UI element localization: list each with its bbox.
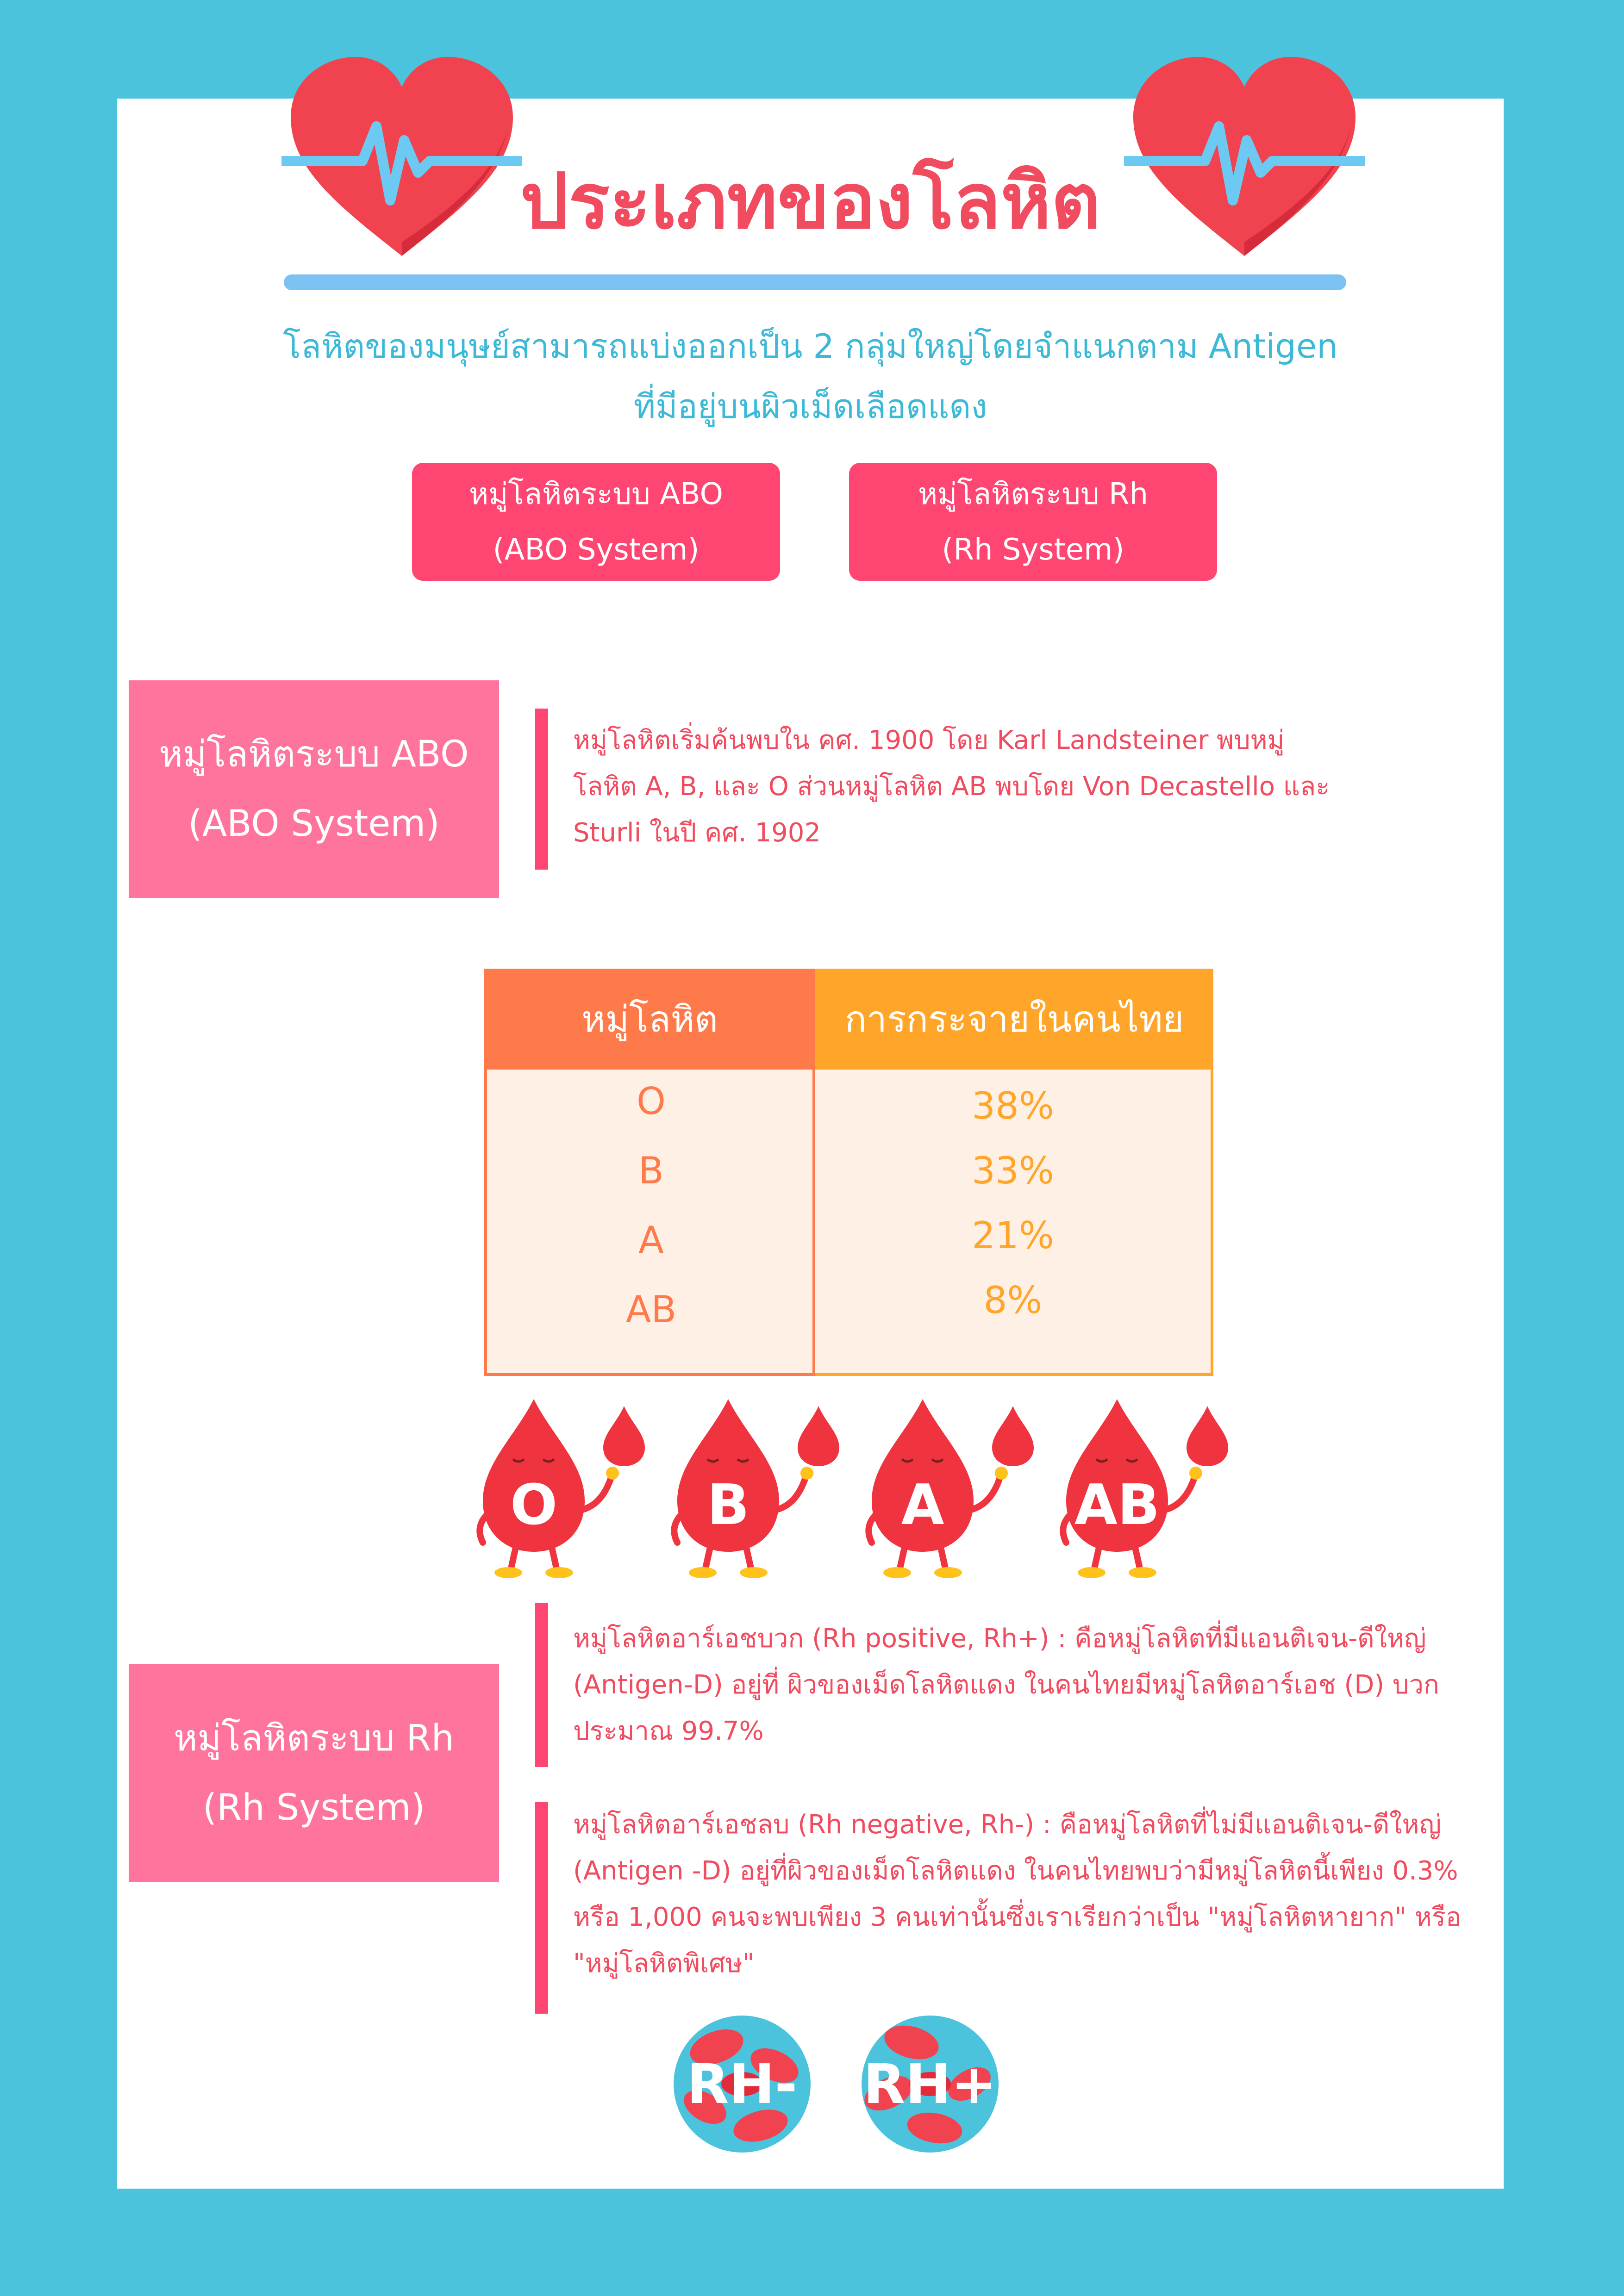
blood-drop-ab: AB	[1048, 1394, 1237, 1580]
rh-positive-description: หมู่โลหิตอาร์เอชบวก (Rh positive, Rh+) :…	[573, 1616, 1499, 1755]
abo-text-line-1: หมู่โลหิตเริ่มค้นพบใน คศ. 1900 โดย Karl …	[573, 725, 1285, 755]
table-column-percent: 38% 33% 21% 8%	[815, 1070, 1213, 1376]
table-cell-group: B	[638, 1149, 664, 1192]
abo-description: หมู่โลหิตเริ่มค้นพบใน คศ. 1900 โดย Karl …	[573, 717, 1453, 856]
blood-drop-a: A	[853, 1394, 1043, 1580]
rh-neg-line-3: หรือ 1,000 คนจะพบเพียง 3 คนเท่านั้นซึ่งเ…	[573, 1902, 1462, 1932]
table-cell-percent: 8%	[983, 1279, 1043, 1322]
blood-drop-label: O	[510, 1473, 557, 1537]
table-cell-group: O	[637, 1080, 666, 1123]
rh-negative-badge: RH-	[673, 2015, 812, 2153]
rh-neg-line-4: "หมู่โลหิตพิเศษ"	[573, 1948, 755, 1979]
abo-pill-line-1: หมู่โลหิตระบบ ABO	[469, 477, 723, 511]
table-header-distribution: การกระจายในคนไทย	[815, 969, 1213, 1070]
blood-drop-label: A	[901, 1473, 944, 1537]
rh-negative-accent-bar	[535, 1802, 548, 2014]
blood-drop-icon	[865, 1399, 1034, 1578]
subtitle-line-2: ที่มีอยู่บนผิวเม็ดเลือดแดง	[633, 387, 987, 426]
abo-system-pill: หมู่โลหิตระบบ ABO (ABO System)	[412, 463, 780, 581]
red-cells-icon	[862, 2016, 999, 2153]
blood-drop-o: O	[464, 1394, 654, 1580]
heart-pulse-icon-left	[281, 57, 522, 256]
page-title: ประเภทของโลหิต	[520, 157, 1101, 246]
rh-positive-accent-bar	[535, 1603, 548, 1767]
abo-section-label: หมู่โลหิตระบบ ABO (ABO System)	[129, 680, 499, 898]
abo-pill-line-2: (ABO System)	[493, 532, 700, 567]
rh-pos-line-3: ประมาณ 99.7%	[573, 1716, 764, 1746]
infographic-card: ประเภทของโลหิต โลหิตของมนุษย์สามารถแบ่งอ…	[117, 57, 1504, 2189]
rh-pill-line-2: (Rh System)	[942, 532, 1124, 567]
subtitle: โลหิตของมนุษย์สามารถแบ่งออกเป็น 2 กลุ่มใ…	[233, 316, 1388, 436]
blood-drop-icon	[1060, 1399, 1228, 1578]
blood-drop-label: B	[707, 1473, 750, 1537]
blood-drop-icon	[476, 1399, 645, 1578]
blood-drop-b: B	[659, 1394, 849, 1580]
rh-section-label: หมู่โลหิตระบบ Rh (Rh System)	[129, 1664, 499, 1882]
abo-text-accent-bar	[535, 709, 548, 870]
rh-positive-label: RH+	[863, 2052, 997, 2116]
title-divider	[284, 274, 1346, 290]
rh-section-label-line-1: หมู่โลหิตระบบ Rh	[174, 1717, 454, 1759]
abo-text-line-3: Sturli ในปี คศ. 1902	[573, 818, 821, 848]
table-column-groups: O B A AB	[484, 1070, 818, 1376]
table-cell-percent: 21%	[972, 1214, 1054, 1257]
blood-drop-icon	[671, 1399, 839, 1578]
table-cell-percent: 33%	[972, 1149, 1054, 1192]
rh-positive-badge: RH+	[861, 2015, 999, 2153]
rh-pos-line-2: (Antigen-D) อยู่ที่ ผิวของเม็ดโลหิตแดง ใ…	[573, 1670, 1439, 1700]
table-cell-group: AB	[625, 1288, 677, 1331]
table-header-group: หมู่โลหิต	[484, 969, 815, 1070]
red-cells-icon	[674, 2016, 811, 2153]
blood-group-distribution-table: หมู่โลหิต การกระจายในคนไทย O B A AB 38% …	[484, 969, 1213, 1376]
rh-neg-line-1: หมู่โลหิตอาร์เอชลบ (Rh negative, Rh-) : …	[573, 1810, 1442, 1840]
abo-section-label-line-1: หมู่โลหิตระบบ ABO	[159, 734, 469, 775]
subtitle-line-1: โลหิตของมนุษย์สามารถแบ่งออกเป็น 2 กลุ่มใ…	[283, 327, 1338, 366]
rh-system-pill: หมู่โลหิตระบบ Rh (Rh System)	[849, 463, 1217, 581]
table-column-divider	[812, 1070, 815, 1376]
heart-pulse-icon-right	[1124, 57, 1365, 256]
rh-neg-line-2: (Antigen -D) อยู่ที่ผิวของเม็ดโลหิตแดง ใ…	[573, 1856, 1458, 1886]
table-cell-group: A	[638, 1219, 664, 1262]
rh-negative-label: RH-	[687, 2052, 798, 2116]
rh-negative-description: หมู่โลหิตอาร์เอชลบ (Rh negative, Rh-) : …	[573, 1802, 1499, 1987]
abo-section-label-line-2: (ABO System)	[188, 803, 440, 845]
rh-section-label-line-2: (Rh System)	[202, 1787, 425, 1829]
rh-pos-line-1: หมู่โลหิตอาร์เอชบวก (Rh positive, Rh+) :…	[573, 1624, 1426, 1654]
table-cell-percent: 38%	[972, 1084, 1054, 1127]
rh-pill-line-1: หมู่โลหิตระบบ Rh	[918, 477, 1149, 511]
blood-drop-label: AB	[1074, 1473, 1160, 1537]
abo-text-line-2: โลหิต A, B, และ O ส่วนหมู่โลหิต AB พบโดย…	[573, 772, 1330, 802]
